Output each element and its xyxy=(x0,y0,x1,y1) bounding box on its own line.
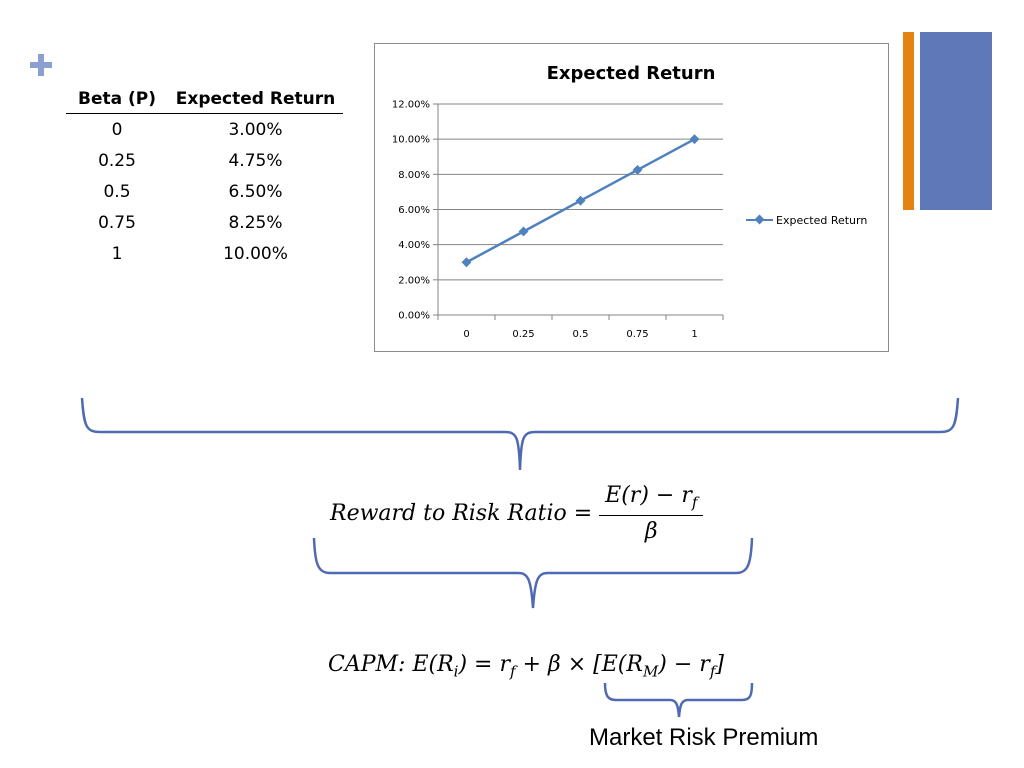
data-point xyxy=(461,257,472,268)
x-tick-label: 0.25 xyxy=(512,329,534,340)
chart-legend: Expected Return xyxy=(746,214,867,227)
y-tick-label: 4.00% xyxy=(398,240,430,251)
column-header-beta: Beta (P) xyxy=(66,85,168,114)
beta-return-table: Beta (P) Expected Return 0 3.00% 0.25 4.… xyxy=(66,85,343,269)
y-tick-label: 2.00% xyxy=(398,275,430,286)
return-cell: 10.00% xyxy=(223,243,288,264)
legend-label: Expected Return xyxy=(776,214,867,227)
y-tick-label: 6.00% xyxy=(398,205,430,216)
x-tick-label: 1 xyxy=(691,329,697,340)
orange-accent-bar xyxy=(903,32,914,210)
table-row: 0 3.00% xyxy=(66,114,343,146)
market-risk-premium-label: Market Risk Premium xyxy=(589,724,819,751)
beta-cell: 0.25 xyxy=(98,150,136,171)
return-cell: 6.50% xyxy=(228,181,283,202)
data-point xyxy=(575,195,586,206)
x-tick-label: 0.5 xyxy=(573,329,589,340)
reward-to-risk-formula: Reward to Risk Ratio = E(r) − rf β xyxy=(330,483,704,545)
beta-cell: 1 xyxy=(111,243,123,264)
chart-gridlines xyxy=(438,103,723,281)
reward-fraction: E(r) − rf β xyxy=(599,483,704,545)
chart-series xyxy=(461,134,700,268)
table-header-row: Beta (P) Expected Return xyxy=(66,85,343,114)
reward-numerator: E(r) − rf xyxy=(599,483,704,517)
chart-canvas: Expected Return 0.00% 2.00% 4.00% 6.00% 8.00… xyxy=(392,63,867,340)
beta-cell: 0.5 xyxy=(103,181,131,202)
chart-title: Expected Return xyxy=(547,63,716,84)
column-header-expected-return: Expected Return xyxy=(168,85,343,114)
table-row: 0.5 6.50% xyxy=(66,176,343,207)
y-tick-label: 8.00% xyxy=(398,170,430,181)
beta-cell: 0.75 xyxy=(98,212,136,233)
blue-accent-bar xyxy=(920,32,992,210)
capm-formula: CAPM: E(Ri) = rf + β × [E(RM) − rf] xyxy=(328,652,724,681)
return-cell: 8.25% xyxy=(228,212,283,233)
table-row: 0.75 8.25% xyxy=(66,207,343,238)
data-point xyxy=(518,226,529,237)
table-row: 1 10.00% xyxy=(66,238,343,269)
plus-icon xyxy=(30,54,52,76)
reward-denominator: β xyxy=(644,519,658,545)
return-cell: 4.75% xyxy=(228,150,283,171)
x-tick-label: 0 xyxy=(463,329,469,340)
legend-marker xyxy=(754,214,765,225)
data-point xyxy=(689,134,700,145)
y-tick-label: 10.00% xyxy=(392,135,430,146)
y-tick-label: 0.00% xyxy=(398,311,430,322)
beta-cell: 0 xyxy=(111,119,123,140)
table-row: 0.25 4.75% xyxy=(66,145,343,176)
reward-lhs: Reward to Risk Ratio = xyxy=(330,501,593,527)
return-cell: 3.00% xyxy=(228,119,283,140)
y-tick-label: 12.00% xyxy=(392,100,430,111)
x-tick-label: 0.75 xyxy=(626,329,648,340)
expected-return-chart: Expected Return 0.00% 2.00% 4.00% 6.00% 8.00… xyxy=(374,43,889,352)
data-point xyxy=(632,164,643,175)
chart-axes: 0.00% 2.00% 4.00% 6.00% 8.00% 10.00% 12.00% 0 0.… xyxy=(392,100,724,340)
